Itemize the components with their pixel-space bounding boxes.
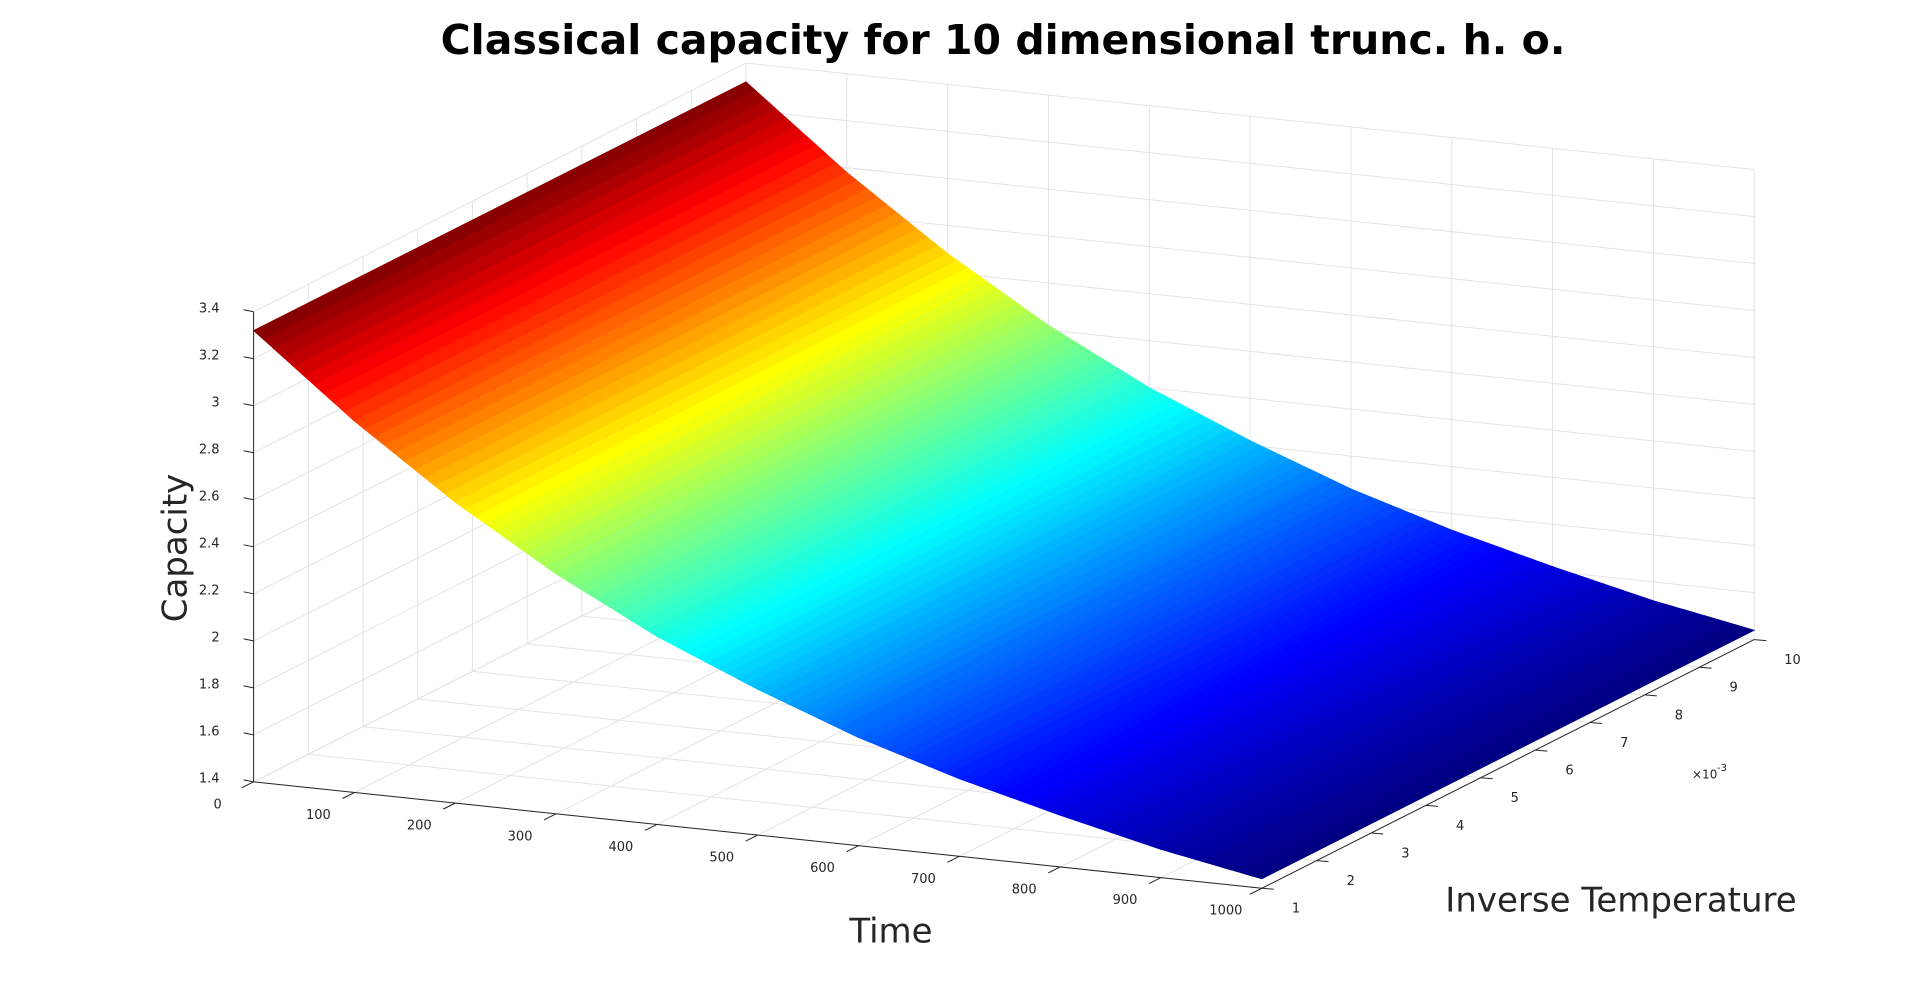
z-tick-label: 2.4 <box>199 536 220 551</box>
axes: 1.4 1.6 1.8 2 2.2 2.4 2.6 2.8 3 3.2 3.4 0 100 200 300 4… <box>199 301 1801 918</box>
x-tick-label: 400 <box>608 840 633 855</box>
y-tick <box>1754 639 1767 642</box>
y-tick-label: 5 <box>1511 791 1519 806</box>
x-tick-label: 100 <box>306 808 331 823</box>
x-tick-label: 0 <box>213 797 221 812</box>
x-tick-label: 300 <box>508 829 533 844</box>
z-tick <box>243 403 254 407</box>
z-tick <box>243 450 254 454</box>
y-axis <box>1261 639 1755 889</box>
x-tick <box>1249 887 1263 895</box>
y-tick <box>1371 832 1384 835</box>
z-tick-label: 3.2 <box>199 348 220 363</box>
surface <box>252 81 1756 880</box>
y-exponent-base: ×10 <box>1692 768 1717 782</box>
grid-line <box>745 156 1755 265</box>
z-tick-label: 2.2 <box>199 583 220 598</box>
x-tick <box>947 855 960 863</box>
y-tick <box>1535 749 1548 752</box>
y-tick-label: 7 <box>1620 736 1628 751</box>
z-tick <box>243 638 254 642</box>
x-tick <box>846 845 859 853</box>
z-tick <box>243 356 254 360</box>
y-tick-label: 4 <box>1456 819 1464 834</box>
grid-line <box>745 62 1755 170</box>
x-axis <box>253 781 1262 889</box>
z-tick-label: 3 <box>211 395 219 410</box>
z-tick-label: 3.4 <box>199 301 220 316</box>
surface-patch <box>1250 626 1756 880</box>
grid-line <box>253 62 747 313</box>
z-tick <box>243 497 254 501</box>
z-tick <box>243 732 254 736</box>
x-tick-label: 500 <box>709 851 734 866</box>
x-tick <box>644 823 658 831</box>
y-tick <box>1316 860 1329 863</box>
z-tick-label: 1.4 <box>199 771 220 786</box>
z-tick <box>243 591 254 595</box>
z-tick-label: 2.8 <box>199 442 220 457</box>
z-tick-label: 1.8 <box>199 677 220 692</box>
y-tick-label: 8 <box>1675 708 1683 723</box>
y-tick-label: 9 <box>1730 681 1738 696</box>
y-tick <box>1699 666 1712 669</box>
y-tick-label: 3 <box>1401 846 1409 861</box>
chart-title: Classical capacity for 10 dimensional tr… <box>441 16 1566 64</box>
z-tick-label: 2 <box>211 630 219 645</box>
y-axis-label: Inverse Temperature <box>1445 881 1796 921</box>
x-tick-label: 700 <box>911 872 936 887</box>
x-tick-label: 900 <box>1113 893 1138 908</box>
grid-line <box>745 109 1755 217</box>
grid-line <box>745 203 1755 312</box>
x-tick-label: 600 <box>810 861 835 876</box>
x-tick-label: 1000 <box>1209 904 1242 919</box>
z-tick-label: 1.6 <box>199 724 220 739</box>
x-axis-label: Time <box>848 912 932 952</box>
y-tick <box>1480 777 1493 780</box>
y-tick-label: 1 <box>1292 902 1300 917</box>
x-tick-label: 200 <box>407 819 432 834</box>
z-axis-label: Capacity <box>156 474 196 623</box>
y-tick-label: 6 <box>1565 764 1573 779</box>
z-tick <box>243 779 254 783</box>
z-tick <box>243 309 254 313</box>
y-tick-label: 10 <box>1784 653 1801 668</box>
y-tick <box>1590 721 1603 724</box>
y-tick <box>1644 694 1657 697</box>
y-tick-label: 2 <box>1347 874 1355 889</box>
z-tick <box>243 544 254 548</box>
z-tick-label: 2.6 <box>199 489 220 504</box>
y-exponent-power: -3 <box>1717 763 1727 774</box>
y-tick <box>1425 804 1439 807</box>
x-tick <box>745 834 758 842</box>
x-tick <box>1148 877 1162 885</box>
x-tick <box>443 802 456 810</box>
y-tick <box>1261 887 1274 890</box>
x-tick-label: 800 <box>1012 882 1037 897</box>
z-tick <box>243 685 254 689</box>
x-tick <box>241 781 254 789</box>
x-tick <box>342 792 355 799</box>
x-tick <box>543 813 557 821</box>
x-tick <box>1047 866 1061 874</box>
